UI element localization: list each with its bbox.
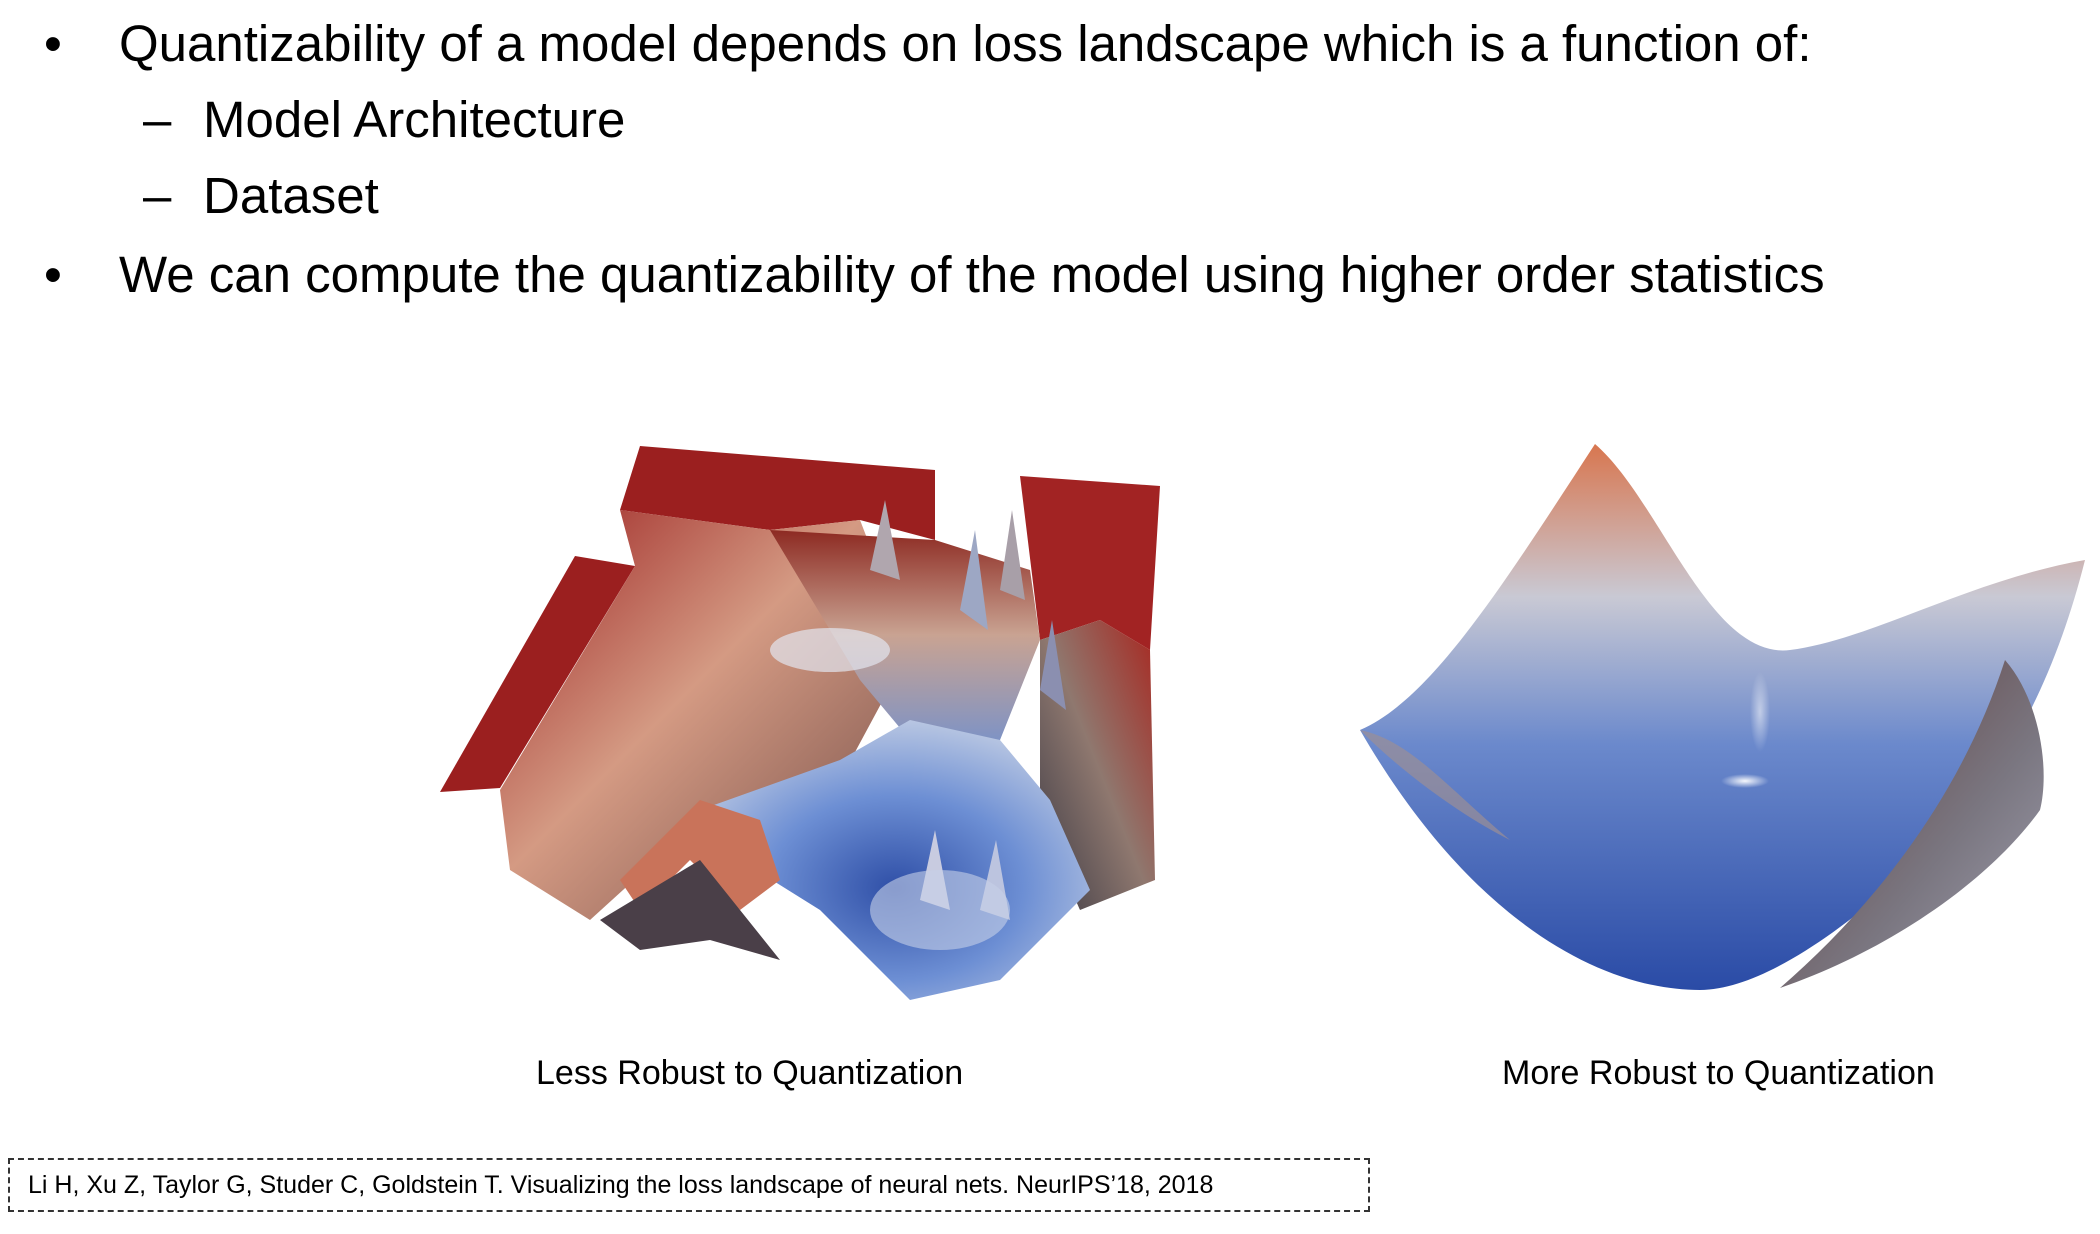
sub-bullet-text: Model Architecture	[203, 91, 626, 148]
smooth-loss-landscape-image	[1360, 444, 2085, 990]
rugged-loss-landscape-image	[440, 446, 1160, 1000]
dash-marker: –	[143, 167, 172, 224]
bullet-text: Quantizability of a model depends on los…	[119, 15, 1812, 72]
sub-bullet-text: Dataset	[203, 167, 379, 224]
bullet-marker: •	[44, 15, 62, 72]
bullet-marker: •	[44, 246, 62, 303]
left-figure-caption: Less Robust to Quantization	[536, 1054, 964, 1092]
dash-marker: –	[143, 91, 172, 148]
right-figure-caption: More Robust to Quantization	[1502, 1054, 1935, 1092]
citation-box: Li H, Xu Z, Taylor G, Studer C, Goldstei…	[8, 1158, 1370, 1212]
bullet-text: We can compute the quantizability of the…	[119, 246, 1825, 303]
